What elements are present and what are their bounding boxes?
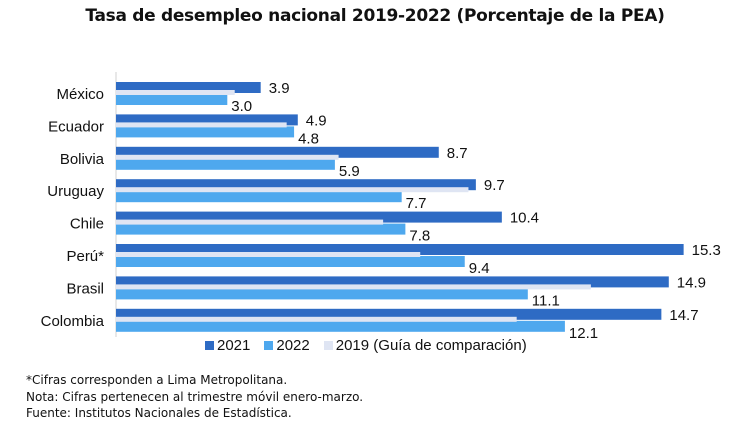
legend-item-2019: 2019 (Guía de comparación): [323, 337, 527, 354]
data-label-2021: 10.4: [510, 210, 539, 227]
legend-item-2022: 2022: [264, 337, 310, 354]
data-label-2022: 7.8: [409, 228, 430, 245]
data-label-2022: 4.8: [298, 130, 319, 147]
data-label-2021: 3.9: [269, 80, 290, 97]
bar-2019: [116, 154, 339, 160]
bar-2022: [116, 256, 465, 267]
category-label: Uruguay: [47, 183, 104, 200]
bar-2022: [116, 158, 335, 170]
bar-2022: [116, 223, 406, 235]
chart-title: Tasa de desempleo nacional 2019-2022 (Po…: [85, 6, 665, 26]
bar-2021: [116, 308, 662, 320]
data-label-2021: 8.7: [447, 145, 468, 162]
bar-2019: [116, 90, 235, 95]
data-label-2022: 5.9: [339, 163, 360, 180]
category-label: Colombia: [41, 313, 105, 330]
bar-2022: [116, 94, 228, 105]
data-label-2021: 14.7: [669, 307, 698, 324]
bar-2019: [116, 219, 384, 225]
data-label-2022: 7.7: [406, 195, 427, 212]
data-label-2021: 15.3: [692, 242, 721, 259]
bar-2021: [116, 114, 298, 126]
category-label: Ecuador: [48, 118, 104, 135]
category-label: México: [56, 86, 104, 103]
bar-2021: [116, 276, 669, 288]
bar-2019: [116, 284, 591, 290]
category-label: Bolivia: [60, 151, 105, 168]
data-label-2022: 11.1: [532, 292, 560, 309]
legend: 2021 2022 2019 (Guía de comparación): [205, 337, 527, 354]
category-label: Chile: [70, 216, 104, 233]
bar-2021: [116, 244, 684, 255]
category-label: Brasil: [66, 280, 104, 297]
bar-2021: [116, 82, 261, 93]
bar-2022: [116, 320, 565, 332]
data-label-2021: 9.7: [484, 177, 505, 194]
legend-item-2021: 2021: [205, 337, 250, 354]
bar-2019: [116, 316, 517, 322]
footnotes: *Cifras corresponden a Lima Metropolitan…: [26, 372, 363, 422]
data-label-2021: 14.9: [677, 274, 706, 291]
bar-2019: [116, 252, 421, 257]
data-label-2022: 12.1: [569, 325, 598, 342]
note-trimestre: Nota: Cifras pertenecen al trimestre móv…: [26, 389, 364, 404]
bar-2021: [116, 211, 502, 223]
bar-2019: [116, 122, 287, 128]
data-label-2022: 9.4: [469, 260, 490, 277]
note-lima: *Cifras corresponden a Lima Metropolitan…: [26, 373, 288, 387]
bar-2019: [116, 187, 469, 193]
bar-2022: [116, 191, 402, 203]
bar-2022: [116, 288, 528, 300]
bar-2021: [116, 146, 439, 158]
bar-2021: [116, 179, 476, 191]
bar-2022: [116, 126, 295, 138]
data-label-2022: 3.0: [231, 98, 252, 115]
category-label: Perú*: [66, 248, 104, 265]
note-fuente: Fuente: Institutos Nacionales de Estadís…: [26, 406, 292, 420]
data-label-2021: 4.9: [306, 112, 327, 129]
